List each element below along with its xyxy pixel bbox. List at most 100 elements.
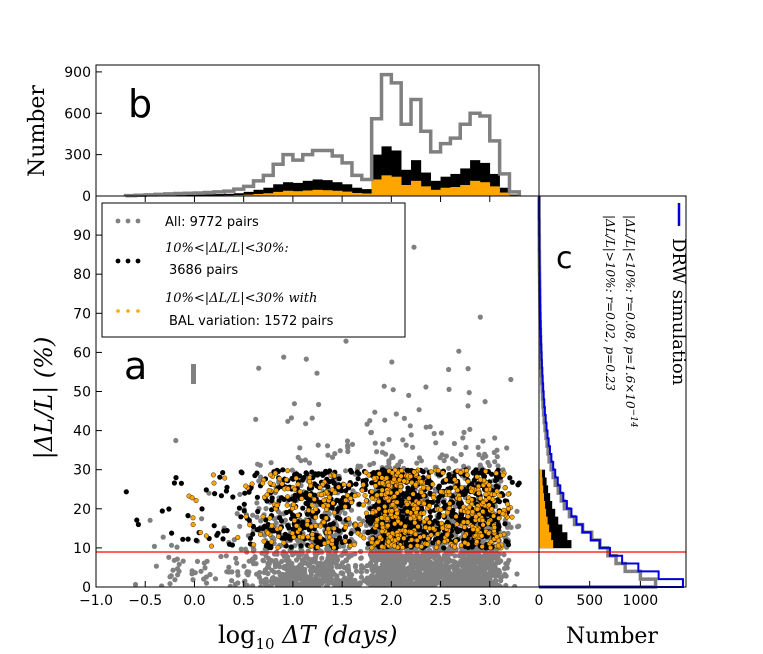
point-orange (308, 483, 314, 489)
point-all (343, 338, 349, 344)
point-orange (454, 521, 460, 527)
point-black (280, 467, 286, 473)
point-all (257, 474, 264, 480)
point-black (322, 470, 328, 476)
point-black (278, 495, 285, 501)
point-orange (424, 516, 430, 522)
point-all (320, 566, 326, 572)
point-all (278, 582, 284, 587)
point-black (430, 540, 436, 546)
point-all (461, 429, 467, 435)
point-all (233, 555, 239, 561)
point-all (173, 437, 179, 444)
point-black (277, 515, 283, 521)
point-all (418, 458, 424, 464)
point-all (464, 562, 470, 568)
point-black (342, 534, 349, 540)
point-orange (299, 496, 305, 502)
hist-b-bar (253, 193, 264, 196)
point-all (292, 583, 298, 587)
point-all (344, 438, 351, 444)
point-all (223, 553, 229, 559)
point-orange (332, 490, 338, 496)
point-orange (330, 500, 336, 506)
point-all (159, 583, 165, 587)
point-all (254, 514, 260, 520)
point-orange (414, 505, 420, 511)
point-all (356, 516, 362, 522)
point-all (494, 454, 500, 460)
point-all (418, 553, 424, 560)
point-orange (454, 487, 460, 493)
point-all (235, 580, 241, 586)
point-black (169, 530, 175, 536)
point-all (300, 582, 307, 587)
point-all (464, 557, 470, 563)
point-orange (421, 485, 427, 491)
point-orange (317, 534, 323, 540)
point-black (348, 469, 355, 475)
point-orange (458, 542, 464, 548)
point-orange (391, 476, 397, 482)
hist-b-bar (401, 169, 412, 196)
point-orange (406, 495, 412, 501)
point-orange (452, 477, 458, 483)
point-orange (400, 545, 406, 551)
point-black (269, 507, 275, 513)
point-orange (295, 512, 301, 518)
point-all (441, 582, 447, 587)
point-all (324, 443, 331, 449)
point-all (339, 552, 345, 558)
point-all (319, 555, 325, 561)
point-all (345, 445, 351, 451)
point-orange (411, 469, 417, 475)
c-x-tick-label: 0 (535, 593, 544, 609)
panel-a: −1.0 −0.5 0.0 0.5 1.0 1.5 2.0 2.5 3.0 0 10 20 30 40 5… (30, 195, 540, 653)
point-all (396, 552, 402, 558)
point-all (412, 556, 418, 562)
point-orange (452, 544, 458, 550)
point-orange (293, 475, 299, 481)
point-all (398, 565, 405, 572)
point-all (283, 571, 289, 578)
c-x-tick-label: 1000 (623, 593, 659, 609)
point-all (467, 426, 473, 432)
hist-c-bar (539, 469, 543, 478)
point-black (166, 506, 172, 512)
point-all (364, 421, 370, 427)
point-orange (344, 492, 350, 498)
legend-orange-2: BAL variation: 1572 pairs (169, 314, 334, 329)
point-all (303, 356, 309, 362)
point-black (353, 481, 359, 487)
point-all (346, 577, 352, 583)
point-orange (279, 481, 285, 487)
point-all (263, 506, 269, 512)
point-orange (440, 525, 446, 531)
point-orange (346, 482, 352, 488)
point-black (254, 494, 260, 500)
point-black (193, 537, 199, 544)
hist-b-bar (361, 193, 372, 196)
point-all (345, 448, 351, 455)
point-orange (479, 533, 485, 539)
point-orange (320, 503, 326, 509)
point-all (504, 565, 510, 571)
point-orange (425, 485, 431, 491)
point-all (227, 583, 233, 587)
point-orange (500, 472, 506, 478)
point-all (322, 570, 329, 576)
point-orange (351, 542, 357, 548)
point-black (285, 523, 291, 529)
point-black (455, 501, 462, 507)
point-all (444, 553, 450, 559)
point-all (381, 383, 387, 389)
hist-b-bar (243, 194, 254, 196)
point-black (432, 518, 438, 524)
point-black (264, 523, 270, 530)
point-orange (414, 543, 420, 549)
hist-b-bar (470, 180, 481, 196)
point-all (381, 560, 388, 566)
point-black (364, 514, 370, 520)
hist-c-bar (539, 485, 549, 494)
hist-b-bar (381, 175, 392, 196)
